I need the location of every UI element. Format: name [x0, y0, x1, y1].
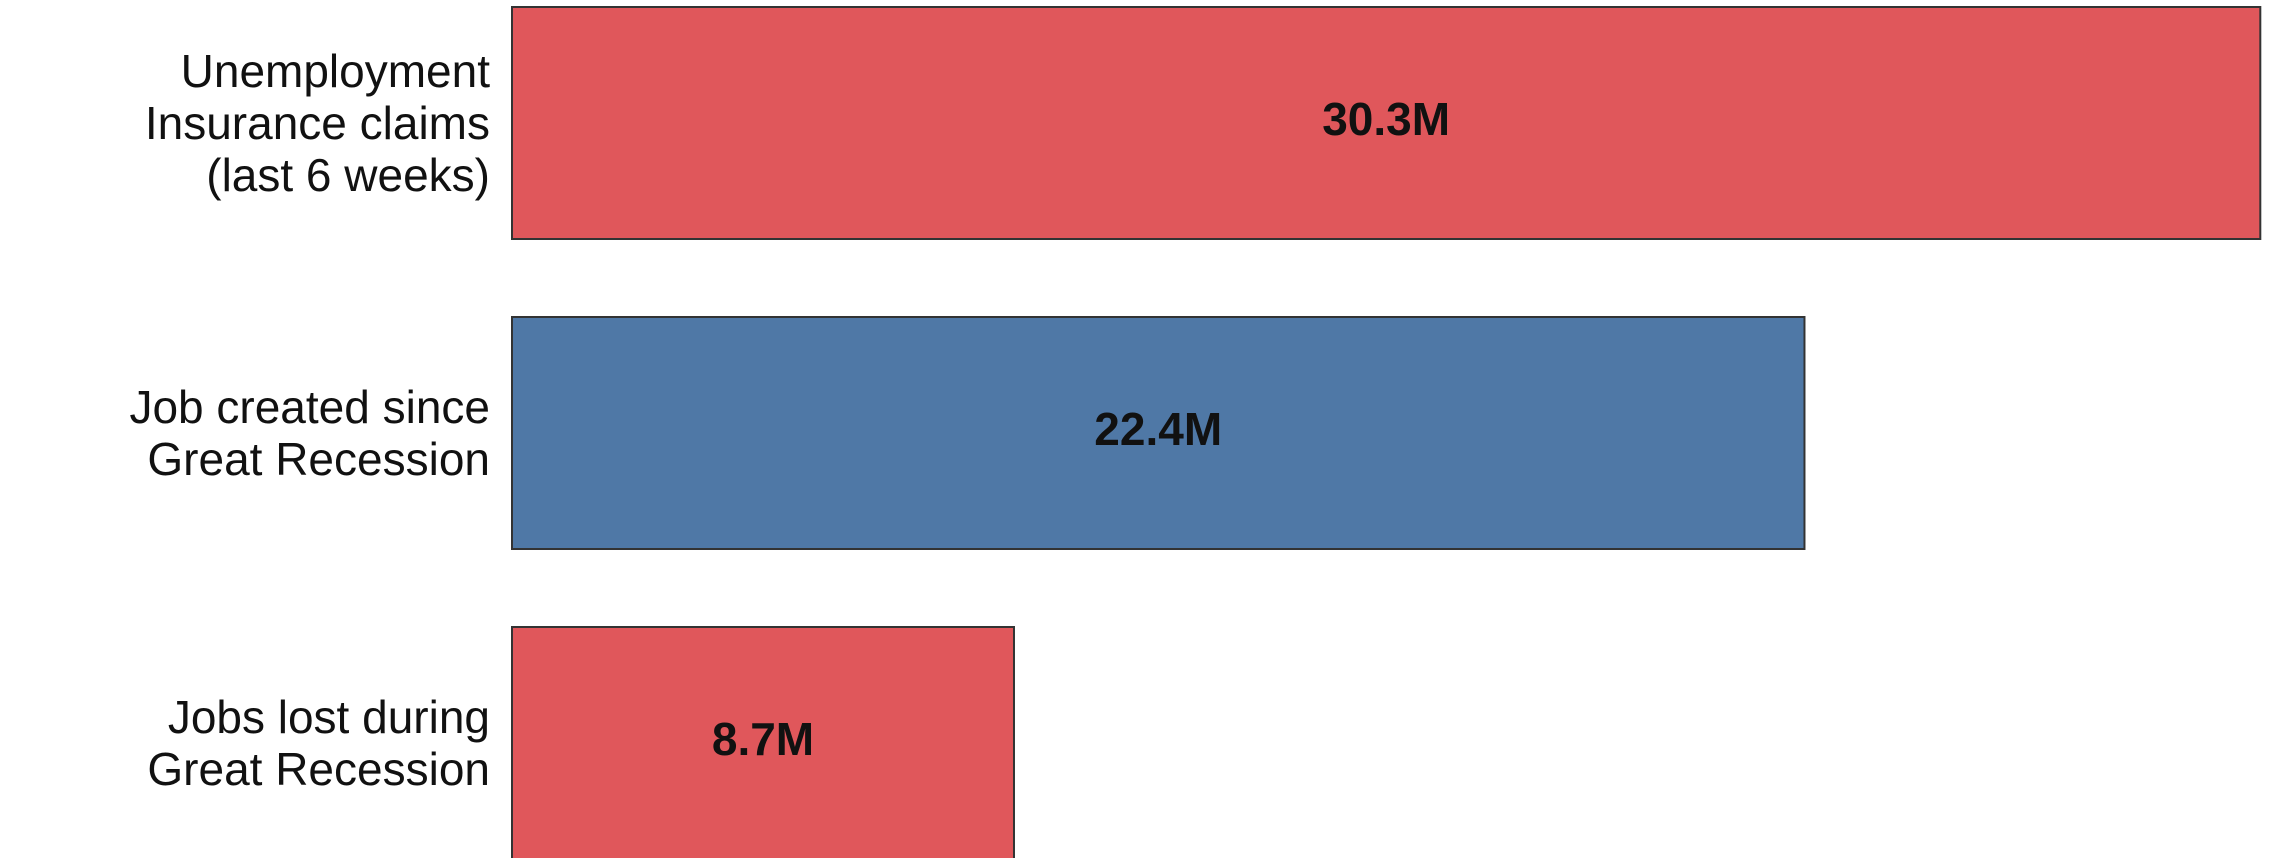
value-label: 8.7M	[712, 713, 814, 765]
value-label: 30.3M	[1322, 93, 1450, 145]
bar	[511, 316, 1806, 550]
category-label: Jobs lost during Great Recession	[147, 691, 490, 795]
value-label: 22.4M	[1094, 403, 1222, 455]
category-label: Job created since Great Recession	[129, 381, 490, 485]
bar	[511, 626, 1015, 858]
category-label: Unemployment Insurance claims (last 6 we…	[144, 45, 490, 201]
bar	[511, 6, 2262, 240]
